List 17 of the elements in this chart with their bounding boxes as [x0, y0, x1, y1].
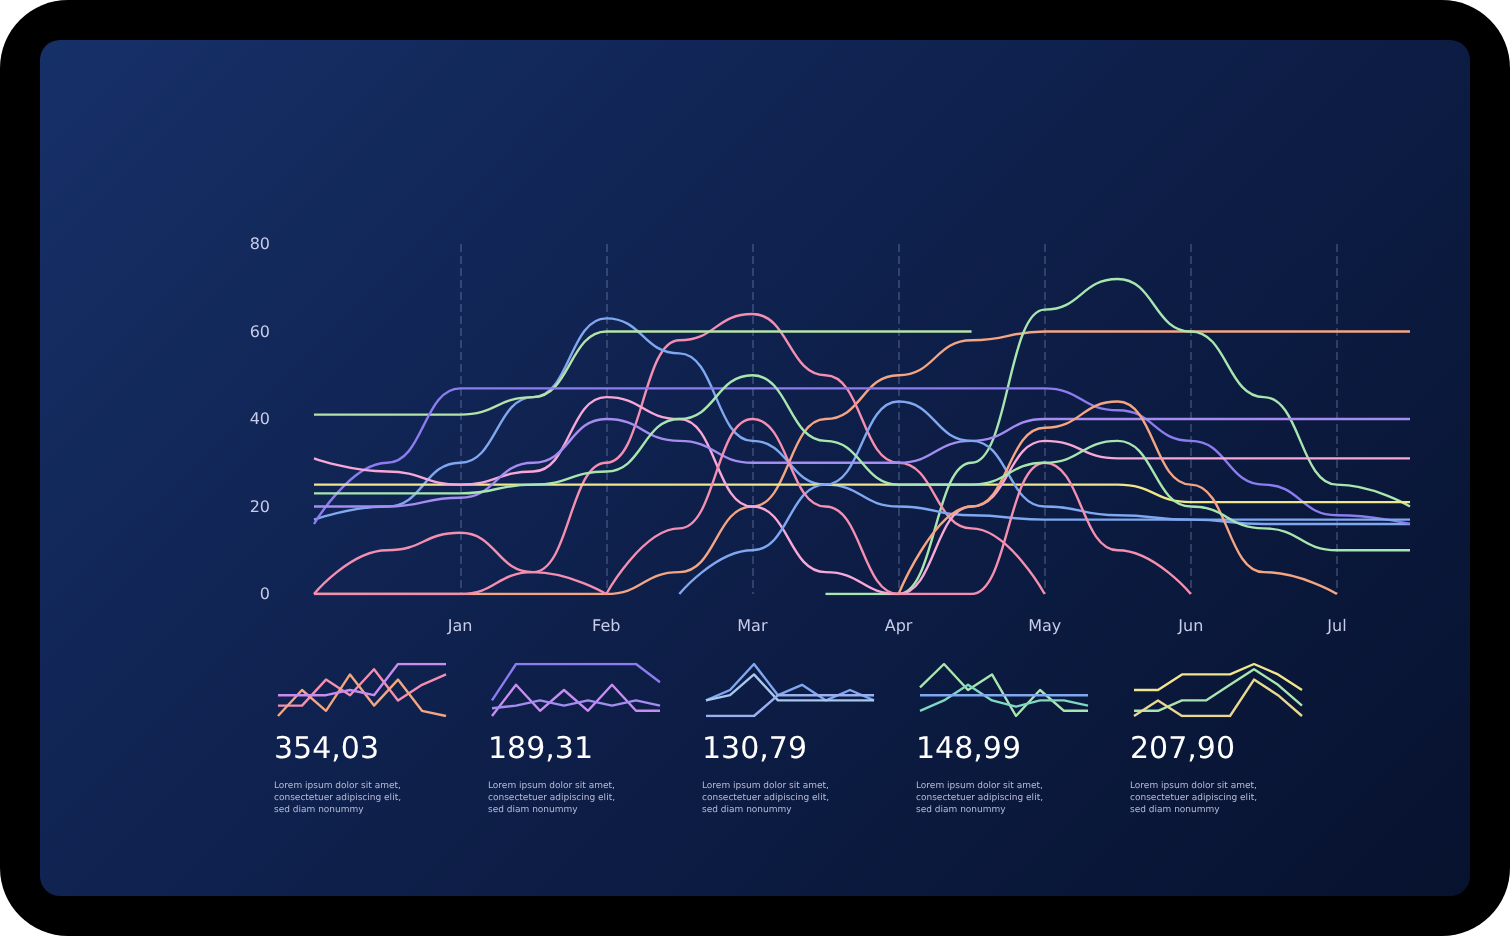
text: 354,03: [274, 730, 381, 766]
text: 148,99: [916, 730, 1023, 766]
x-tick-label: Feb: [592, 617, 621, 635]
x-tick-label: Apr: [884, 617, 914, 635]
x-tick-label: Mar: [737, 617, 769, 635]
y-tick-label: 0: [259, 585, 270, 603]
y-tick-label: 60: [249, 322, 270, 341]
text: 189,31: [488, 730, 595, 766]
x-tick-label: Jan: [445, 617, 473, 635]
x-tick-label: Jun: [1176, 617, 1204, 635]
y-tick-label: 20: [249, 497, 270, 516]
y-tick-label: 40: [249, 410, 270, 428]
x-tick-label: May: [1028, 617, 1062, 635]
x-tick-label: Jul: [1325, 617, 1347, 635]
text: 130,79: [702, 730, 809, 766]
text: 207,90: [1130, 730, 1237, 766]
y-tick-label: 80: [249, 235, 270, 253]
